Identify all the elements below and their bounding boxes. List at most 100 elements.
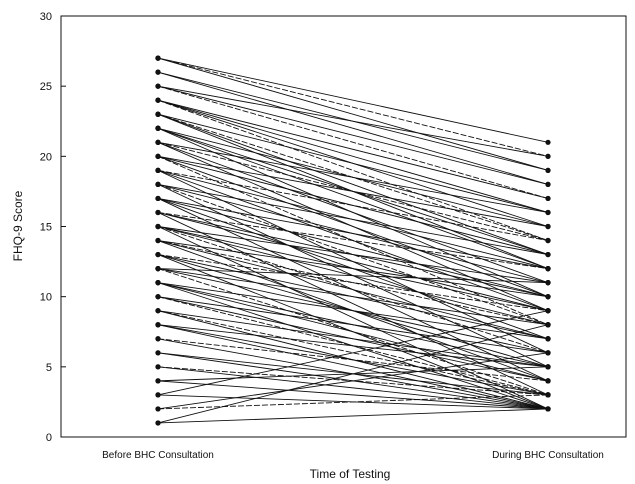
series-line bbox=[157, 338, 549, 382]
series-line bbox=[157, 254, 549, 340]
data-point bbox=[545, 195, 551, 202]
data-point bbox=[155, 181, 161, 187]
data-point bbox=[545, 153, 551, 159]
series-line bbox=[157, 380, 549, 410]
x-category-label: During BHC Consultation bbox=[492, 450, 604, 461]
series-line bbox=[157, 183, 549, 256]
series-line bbox=[157, 352, 549, 410]
y-tick-label: 30 bbox=[40, 11, 52, 23]
y-tick-label: 0 bbox=[46, 432, 52, 444]
series-line bbox=[157, 141, 549, 213]
series-line bbox=[157, 282, 549, 340]
series-line bbox=[157, 212, 549, 312]
y-tick-label: 25 bbox=[40, 81, 52, 93]
series-line bbox=[157, 113, 549, 213]
series-line bbox=[157, 282, 549, 382]
series-line bbox=[157, 366, 549, 410]
y-tick-label: 10 bbox=[40, 292, 52, 304]
series-line bbox=[157, 85, 549, 157]
data-point bbox=[155, 209, 161, 216]
data-point bbox=[545, 322, 551, 328]
data-point bbox=[545, 237, 551, 244]
data-point bbox=[155, 251, 161, 258]
data-point bbox=[545, 139, 551, 145]
data-point bbox=[545, 209, 551, 216]
series-line bbox=[157, 254, 549, 312]
data-point bbox=[155, 97, 161, 103]
series-line bbox=[157, 155, 549, 256]
series-line bbox=[157, 324, 549, 410]
series-line bbox=[157, 85, 549, 185]
x-axis-label: Time of Testing bbox=[310, 467, 391, 481]
data-point bbox=[155, 336, 161, 342]
series-line bbox=[157, 57, 549, 157]
data-point bbox=[155, 378, 161, 384]
y-axis-ticks: 0 5 10 15 20 25 30 bbox=[40, 11, 66, 444]
series-line bbox=[157, 155, 549, 227]
data-point bbox=[155, 195, 161, 202]
data-point bbox=[155, 280, 161, 286]
data-point bbox=[155, 392, 161, 398]
series-line bbox=[157, 240, 549, 326]
data-point bbox=[545, 294, 551, 300]
data-point bbox=[545, 280, 551, 286]
data-point bbox=[155, 167, 161, 173]
data-point bbox=[155, 406, 161, 412]
data-point bbox=[155, 322, 161, 328]
x-axis-categories: Before BHC Consultation During BHC Consul… bbox=[102, 450, 604, 461]
y-tick-label: 20 bbox=[40, 151, 52, 163]
data-point bbox=[155, 294, 161, 300]
data-point bbox=[155, 69, 161, 75]
series-line bbox=[157, 127, 549, 270]
series-line bbox=[157, 268, 549, 284]
data-point bbox=[155, 350, 161, 356]
data-point bbox=[545, 336, 551, 342]
data-point bbox=[545, 223, 551, 230]
series-line bbox=[157, 324, 549, 368]
series-line bbox=[157, 226, 549, 312]
data-point bbox=[545, 167, 551, 173]
y-tick-label: 5 bbox=[46, 362, 52, 374]
data-point bbox=[155, 223, 161, 230]
data-point bbox=[155, 364, 161, 370]
data-point bbox=[545, 350, 551, 356]
data-point bbox=[155, 153, 161, 159]
data-point bbox=[545, 308, 551, 314]
data-point bbox=[545, 181, 551, 187]
series-line bbox=[157, 212, 549, 270]
series-line bbox=[157, 99, 549, 241]
y-axis-label: FHQ-9 Score bbox=[11, 190, 25, 261]
series-line bbox=[157, 169, 549, 241]
data-point bbox=[155, 55, 161, 61]
series-line bbox=[157, 71, 549, 185]
series-line bbox=[157, 240, 549, 340]
data-point bbox=[545, 406, 551, 412]
series-line bbox=[157, 99, 549, 199]
series-line bbox=[157, 85, 549, 199]
series-line bbox=[157, 282, 549, 368]
data-point bbox=[545, 251, 551, 258]
data-point bbox=[545, 266, 551, 272]
series-line bbox=[157, 57, 549, 171]
data-point bbox=[545, 364, 551, 370]
data-point bbox=[155, 111, 161, 117]
data-point bbox=[155, 237, 161, 244]
data-point bbox=[545, 392, 551, 398]
data-point bbox=[155, 420, 161, 426]
data-point bbox=[155, 266, 161, 272]
series-line bbox=[157, 197, 549, 270]
data-point bbox=[545, 378, 551, 384]
data-point bbox=[155, 139, 161, 145]
y-tick-label: 15 bbox=[40, 222, 52, 234]
series-line bbox=[157, 324, 549, 424]
data-point bbox=[155, 83, 161, 89]
series-line bbox=[157, 310, 549, 396]
x-category-label: Before BHC Consultation bbox=[102, 450, 214, 461]
series-line bbox=[157, 99, 549, 213]
series-line bbox=[157, 57, 549, 143]
data-point bbox=[155, 125, 161, 131]
series-line bbox=[157, 212, 549, 298]
series-line bbox=[157, 113, 549, 255]
data-point bbox=[155, 308, 161, 314]
